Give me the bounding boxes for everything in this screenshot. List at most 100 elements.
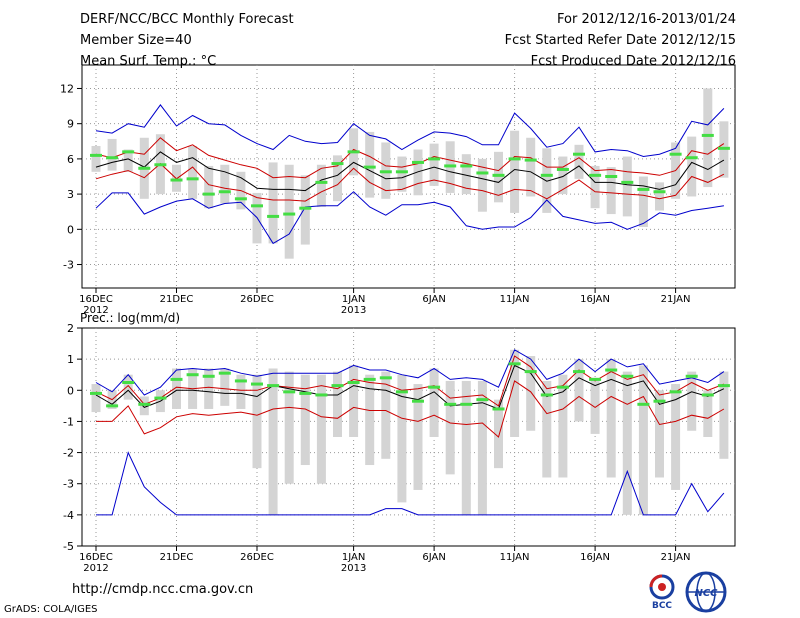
member-range-bar [429,368,439,437]
member-range-bar [494,151,503,203]
member-range-bar [333,371,342,437]
center-marker [508,157,521,161]
center-marker [283,212,296,216]
center-marker [315,180,328,184]
center-marker [540,393,553,397]
center-marker [476,398,489,402]
center-marker [106,156,119,160]
center-marker [170,178,183,182]
member-range-bar [461,380,471,515]
forecast-period-label: For 2012/12/16-2013/01/24 [557,12,736,27]
center-marker [492,407,505,411]
member-range-bar [542,148,552,213]
center-marker [669,152,682,156]
member-range-bar [300,175,310,245]
plot-frame [81,327,736,547]
member-range-bar [284,371,294,484]
ncc-logo-text: NCC [694,588,718,599]
y-tick-label: 2 [67,322,74,335]
center-marker [170,377,183,381]
center-marker [379,170,392,174]
member-range-bar [365,131,375,198]
series-line-mean [95,151,725,192]
x-tick-year-label: 2013 [341,563,366,574]
center-marker [251,204,263,208]
center-marker [669,390,682,394]
center-marker [299,206,312,210]
member-range-bar [494,399,503,469]
center-marker [524,158,537,162]
center-marker [412,160,424,164]
member-range-bar [477,380,487,515]
center-marker [202,374,215,378]
member-range-bar [477,158,487,212]
center-marker [589,173,602,177]
member-range-bar [703,390,713,437]
member-range-bar [638,176,648,227]
series-line-max [95,349,725,396]
member-range-bar [123,149,133,172]
center-marker [492,173,505,177]
y-tick-label: -1 [63,415,74,428]
member-range-bar [365,374,375,466]
member-range-bar [107,138,117,171]
center-marker [653,399,666,403]
ncc-logo: NCC [685,571,727,613]
center-marker [154,163,167,167]
x-tick-label: 16JAN [580,552,610,563]
series-line-upper [95,137,725,179]
y-tick-label: 0 [67,223,74,236]
member-range-bar [139,396,149,416]
center-marker [476,171,489,175]
center-marker [685,156,698,160]
center-marker [138,402,151,406]
member-range-bar [558,156,568,195]
member-range-bar [526,356,536,431]
y-tick-label: -3 [63,259,74,272]
center-marker [218,371,231,375]
member-range-bar [687,371,697,431]
center-marker [701,393,714,397]
member-range-bar [268,162,278,244]
plot-frame [81,64,736,289]
member-range-bar [284,164,294,259]
y-tick-label: 6 [67,153,74,166]
grads-credit: GrADS: COLA/IGES [4,604,98,615]
member-range-bar [719,371,729,459]
y-tick-label: 0 [67,384,74,397]
member-range-bar [333,155,342,202]
center-marker [444,164,457,168]
center-marker [605,175,618,178]
center-marker [621,180,634,184]
y-tick-label: -2 [63,447,74,460]
member-size-label: Member Size=40 [80,33,192,48]
member-range-bar [413,149,423,196]
member-range-bar [526,137,536,197]
member-range-bar [381,371,391,459]
center-marker [154,396,167,400]
member-range-bar [638,365,648,515]
center-marker [556,167,569,171]
center-marker [444,402,457,406]
center-marker [460,164,473,168]
x-tick-label: 1JAN [342,552,365,563]
center-marker [508,362,521,366]
member-range-bar [413,384,423,490]
x-tick-label: 26DEC [240,552,274,563]
center-marker [589,377,602,381]
x-tick-label: 11JAN [500,552,530,563]
member-range-bar [91,145,101,172]
series-line-upper [95,355,725,407]
x-tick-label: 21JAN [661,552,691,563]
center-marker [363,377,376,381]
member-range-bar [349,365,359,437]
x-tick-year-label: 2013 [341,305,366,316]
center-marker [428,385,441,389]
center-marker [122,381,135,384]
center-marker [267,384,280,388]
member-range-bar [316,164,326,208]
member-range-bar [91,384,101,413]
series-line-max [95,104,725,158]
bcc-logo: BCC [649,574,675,610]
center-marker [218,190,231,194]
